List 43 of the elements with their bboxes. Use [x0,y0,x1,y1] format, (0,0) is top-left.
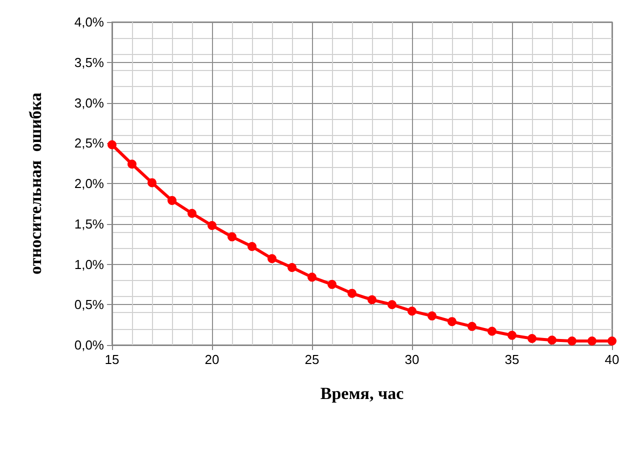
point [488,326,496,336]
point [448,317,456,326]
x-axis-title: Время, час [320,384,404,403]
point [168,196,176,205]
x-tick-label: 30 [404,352,420,367]
point [428,311,436,320]
y-tick-label: 1,5% [74,216,104,232]
point [128,160,136,169]
point [208,220,216,230]
y-axis-title: относительная ошибка [26,92,45,274]
point [548,336,556,345]
point [508,330,516,340]
x-tick-label: 15 [104,352,120,367]
point [288,262,296,272]
point [148,178,156,188]
point [408,306,416,316]
y-tick-label: 0,0% [74,338,104,352]
y-tick-label: 4,0% [74,14,104,30]
x-tick-label: 20 [204,352,220,367]
point [228,232,236,242]
point [388,300,396,310]
y-tick-label: 2,0% [74,176,104,191]
point [528,334,536,344]
point [248,242,256,251]
x-tick-label: 40 [604,352,620,367]
y-tick-label: 2,5% [74,136,104,151]
y-tick-label: 0,5% [74,297,104,312]
point [588,336,596,346]
point [468,322,476,331]
x-tick-label: 25 [304,352,320,367]
point [308,272,316,282]
point [568,336,576,346]
y-tick-label: 1,0% [74,256,104,272]
point [328,280,336,289]
point [268,254,276,264]
point [348,288,356,298]
point [188,208,196,218]
y-tick-label: 3,0% [74,95,104,110]
x-tick-label: 35 [504,352,520,367]
y-tick-label: 3,5% [74,54,104,70]
point [108,140,116,150]
point [608,336,616,346]
point [368,295,376,304]
